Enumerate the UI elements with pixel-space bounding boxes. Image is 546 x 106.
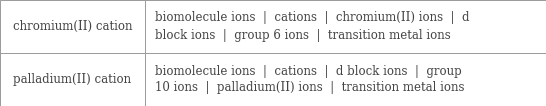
Text: biomolecule ions  |  cations  |  d block ions  |  group
10 ions  |  palladium(II: biomolecule ions | cations | d block ion…: [155, 64, 464, 95]
Text: biomolecule ions  |  cations  |  chromium(II) ions  |  d
block ions  |  group 6 : biomolecule ions | cations | chromium(II…: [155, 11, 469, 42]
Text: palladium(II) cation: palladium(II) cation: [13, 73, 132, 86]
Text: chromium(II) cation: chromium(II) cation: [13, 20, 132, 33]
